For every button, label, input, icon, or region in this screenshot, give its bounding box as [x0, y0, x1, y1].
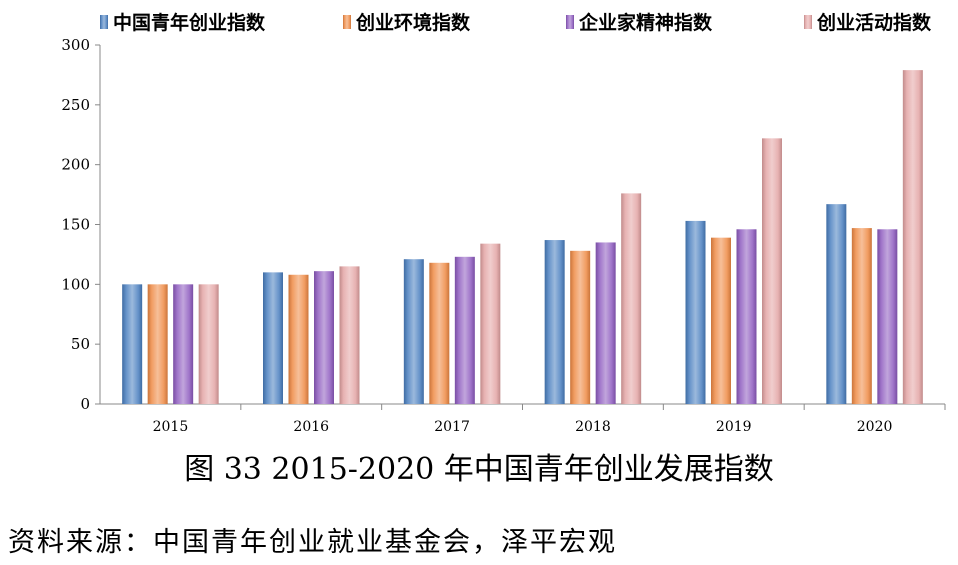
source-note: 资料来源：中国青年创业就业基金会，泽平宏观: [8, 527, 617, 558]
axes: 0 50 100 150 200 250 300 2015 2016 2017 2018 2019 20…: [61, 36, 946, 435]
x-tick-label: 2018: [575, 419, 611, 435]
legend-label: 企业家精神指数: [578, 11, 713, 34]
bar: [877, 229, 898, 404]
bar: [173, 284, 194, 404]
bar: [122, 284, 143, 404]
bar: [263, 272, 283, 404]
legend-swatch: [804, 15, 812, 29]
legend-swatch: [566, 15, 574, 29]
bar: [147, 284, 168, 404]
bar: [621, 193, 642, 404]
y-tick-label: 100: [61, 275, 90, 293]
bar: [685, 220, 706, 404]
x-tick-label: 2019: [716, 419, 752, 435]
legend-swatch: [100, 15, 108, 29]
bar: [570, 250, 591, 404]
bar: [736, 229, 757, 404]
y-tick-label: 200: [61, 156, 90, 174]
legend-label: 中国青年创业指数: [113, 11, 266, 34]
bar: [544, 240, 565, 404]
y-tick-label: 150: [61, 216, 90, 234]
x-tick-label: 2016: [293, 419, 329, 435]
y-tick-label: 0: [80, 395, 90, 413]
bar: [826, 204, 847, 404]
x-tick-label: 2020: [857, 419, 893, 435]
figure-caption: 图 33 2015-2020 年中国青年创业发展指数: [184, 452, 774, 487]
bar: [339, 266, 360, 404]
x-tick-label: 2017: [434, 419, 470, 435]
bar-chart: 中国青年创业指数 创业环境指数 企业家精神指数 创业活动指数 0 50 100 150 200…: [61, 11, 946, 435]
bar: [403, 259, 424, 404]
bar: [851, 228, 872, 404]
bar: [902, 70, 923, 404]
legend: 中国青年创业指数 创业环境指数 企业家精神指数 创业活动指数: [100, 11, 932, 34]
x-tick-label: 2015: [153, 419, 189, 435]
bar: [314, 271, 334, 404]
legend-label: 创业环境指数: [355, 11, 471, 34]
bar: [595, 242, 616, 404]
bar: [711, 237, 731, 404]
bar: [762, 138, 782, 404]
bar: [480, 243, 501, 404]
legend-label: 创业活动指数: [816, 11, 932, 34]
legend-swatch: [343, 15, 351, 29]
bar: [198, 284, 219, 404]
y-tick-label: 250: [61, 96, 90, 114]
y-tick-label: 300: [61, 36, 90, 54]
y-tick-label: 50: [71, 335, 90, 353]
bars: [122, 70, 923, 404]
bar: [288, 274, 309, 404]
bar: [429, 262, 450, 404]
bar: [454, 256, 475, 404]
